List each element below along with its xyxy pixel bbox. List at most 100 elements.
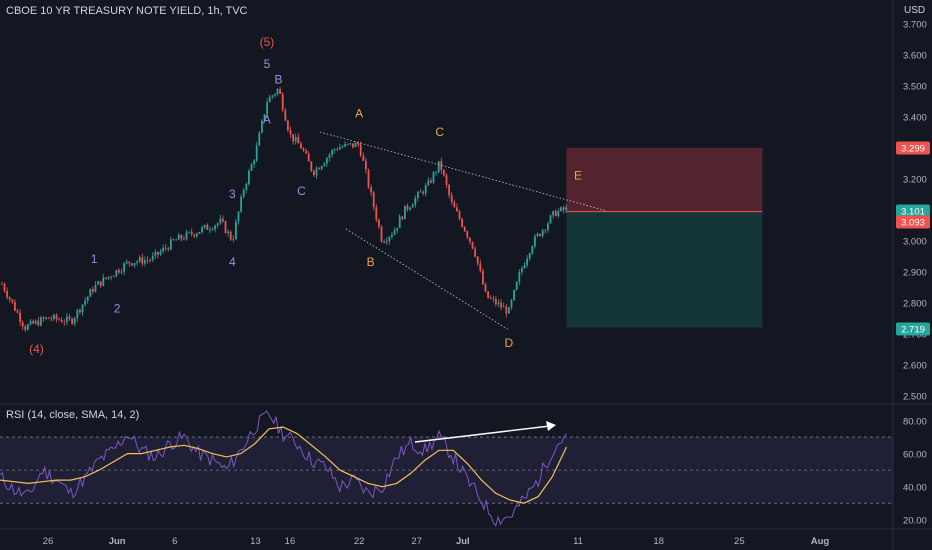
candle-body <box>203 224 206 228</box>
candle-body <box>318 168 321 170</box>
candle-body <box>99 281 102 286</box>
candle-body <box>526 258 529 266</box>
candle-body <box>362 155 365 161</box>
divergence-arrow-head <box>546 421 556 431</box>
candle-body <box>183 238 185 240</box>
candle-body <box>1 283 3 285</box>
candle-body <box>271 95 274 98</box>
candle-body <box>466 231 469 238</box>
candle-body <box>450 195 453 202</box>
candle-body <box>391 234 393 237</box>
candle-body <box>188 231 191 233</box>
wave-label: (5) <box>260 35 275 49</box>
candle-body <box>349 143 352 145</box>
candle-body <box>55 314 58 320</box>
price-tag-label: 3.101 <box>901 207 925 218</box>
candle-body <box>237 211 240 222</box>
rsi-axis-tick-label: 60.00 <box>903 450 927 461</box>
candle-body <box>539 233 542 236</box>
wave-label: B <box>367 255 375 269</box>
candle-body <box>471 241 474 249</box>
candle-body <box>37 320 40 326</box>
candle-body <box>196 233 198 237</box>
candle-body <box>235 221 237 240</box>
candle-body <box>521 268 523 273</box>
candle-body <box>141 257 144 264</box>
wave-label: 3 <box>229 187 236 201</box>
candle-body <box>102 277 105 286</box>
time-axis-tick-label: 22 <box>354 536 365 547</box>
candle-body <box>279 89 282 94</box>
candle-body <box>11 299 14 303</box>
price-tag-label: 3.093 <box>901 218 925 229</box>
time-axis-tick-label: 27 <box>411 536 422 547</box>
candle-body <box>170 239 172 250</box>
candle-body <box>357 142 360 145</box>
candle-body <box>307 153 310 162</box>
lower-trendline[interactable] <box>345 228 510 331</box>
candle-body <box>47 317 50 319</box>
candle-body <box>29 320 32 325</box>
candle-body <box>508 307 510 314</box>
candle-body <box>190 231 193 235</box>
candle-body <box>16 310 19 313</box>
price-axis-tick-label: 2.500 <box>903 392 927 403</box>
candle-body <box>380 226 383 242</box>
candle-body <box>411 204 414 208</box>
candle-body <box>414 198 417 205</box>
candle-body <box>492 298 495 300</box>
candle-body <box>326 158 328 164</box>
candle-body <box>515 281 518 290</box>
take-profit-zone[interactable] <box>566 211 763 328</box>
candle-body <box>73 318 76 324</box>
time-axis-tick-label: Jun <box>109 536 126 547</box>
stop-loss-zone[interactable] <box>566 147 763 212</box>
candle-body <box>302 148 305 151</box>
candle-body <box>84 300 87 305</box>
candle-body <box>21 322 24 327</box>
candle-body <box>86 296 89 301</box>
candle-body <box>354 142 357 148</box>
divergence-arrow[interactable] <box>414 425 551 443</box>
candle-body <box>151 255 154 261</box>
candle-body <box>248 170 250 184</box>
candle-body <box>50 318 53 320</box>
price-axis-tick-label: 2.800 <box>903 299 927 310</box>
candle-body <box>565 207 568 211</box>
candle-body <box>120 271 123 273</box>
candle-body <box>32 320 35 324</box>
candle-body <box>45 317 48 319</box>
candle-body <box>63 322 66 323</box>
candle-body <box>333 149 336 151</box>
candle-body <box>185 232 188 240</box>
candle-body <box>81 304 84 313</box>
candle-body <box>115 269 118 277</box>
price-axis-tick-label: 3.000 <box>903 237 927 248</box>
time-axis-tick-label: 25 <box>734 536 745 547</box>
candle-body <box>138 257 141 262</box>
candle-body <box>227 231 230 234</box>
candle-body <box>554 211 557 217</box>
candle-body <box>432 172 435 183</box>
upper-trendline[interactable] <box>319 131 608 212</box>
wave-label: 1 <box>91 252 98 266</box>
time-axis-tick-label: 11 <box>573 536 583 547</box>
price-tag <box>896 141 930 155</box>
candle-body <box>541 229 544 236</box>
candle-body <box>3 283 6 292</box>
candle-body <box>24 326 27 330</box>
candle-body <box>245 183 248 191</box>
candle-body <box>107 276 110 279</box>
candle-body <box>274 94 276 96</box>
wave-label: 2 <box>114 302 121 316</box>
candle-body <box>440 161 443 171</box>
candle-body <box>211 229 214 231</box>
candle-body <box>310 161 313 171</box>
candle-body <box>250 164 253 171</box>
rsi-axis-tick-label: 80.00 <box>903 417 927 428</box>
candle-body <box>97 281 100 285</box>
price-tag-label: 2.719 <box>901 325 925 336</box>
wave-label: (4) <box>29 342 44 356</box>
candle-body <box>214 225 217 230</box>
